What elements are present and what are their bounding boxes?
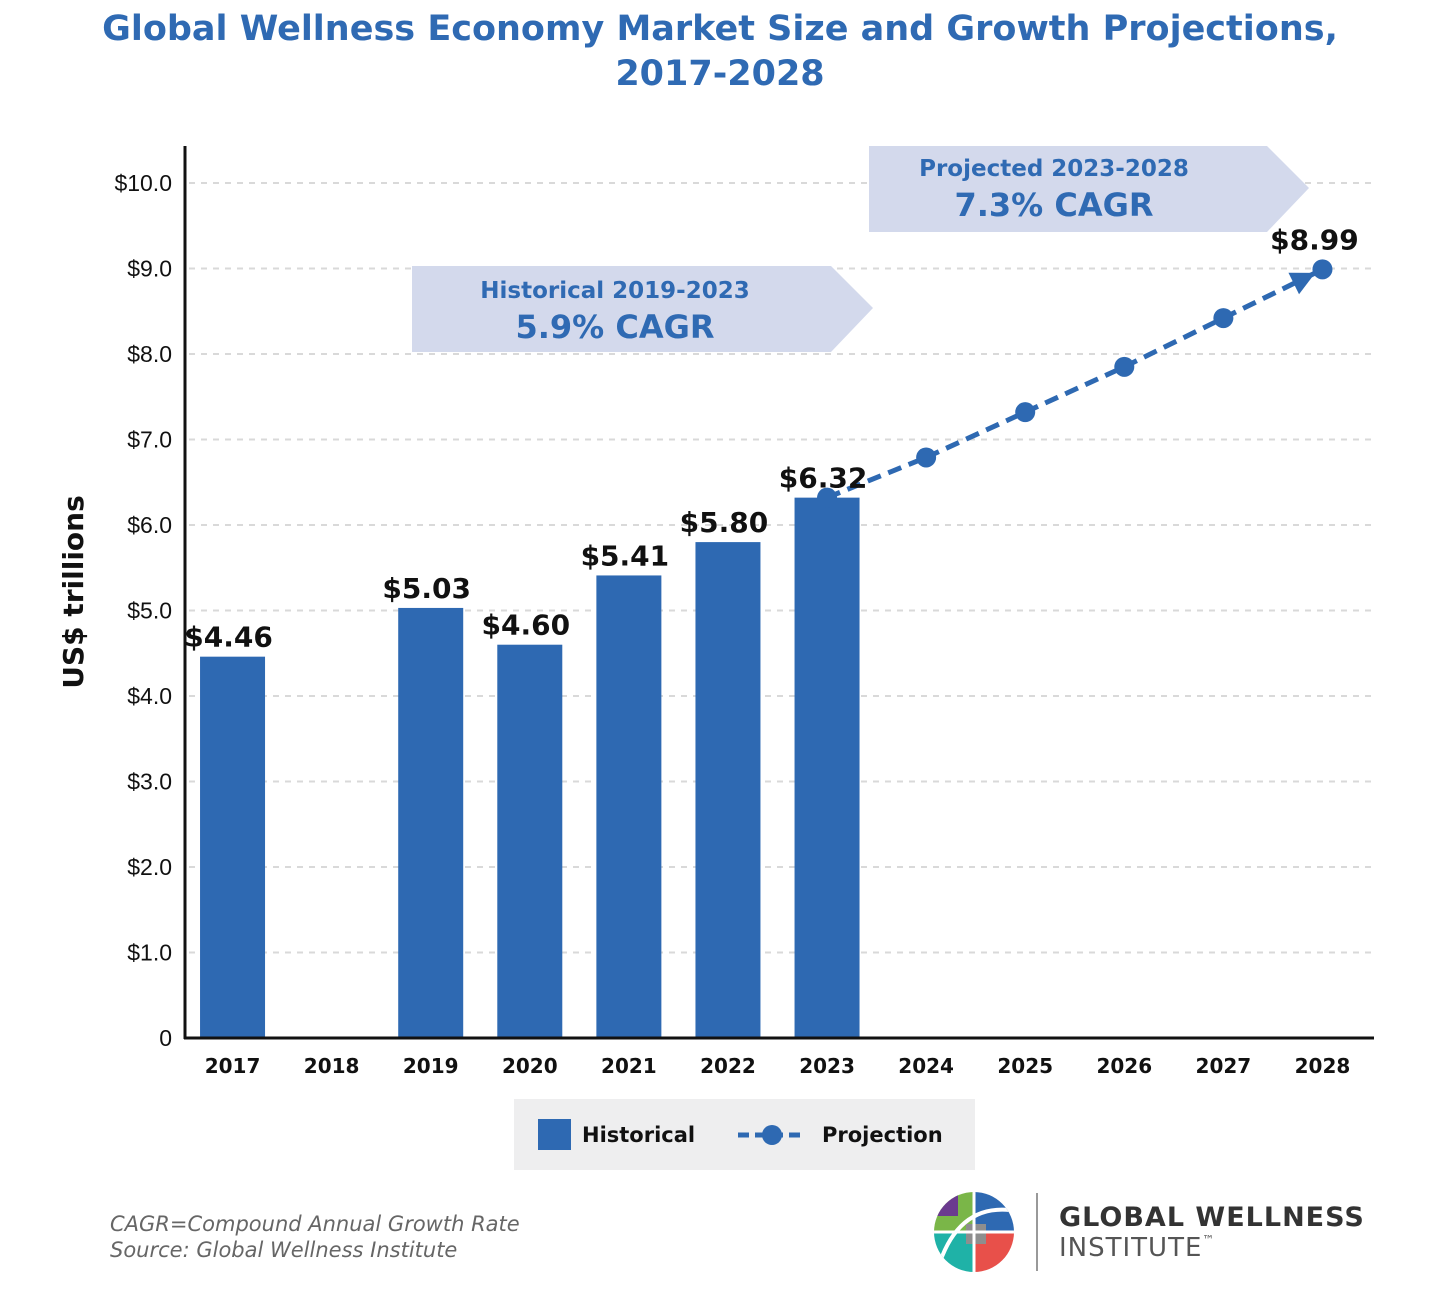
bar (695, 542, 761, 1038)
y-tick-label: $2.0 (127, 854, 172, 880)
y-tick-label: $3.0 (127, 769, 172, 795)
legend-label-projection: Projection (822, 1123, 943, 1147)
y-tick-label: $5.0 (127, 598, 172, 624)
bar (200, 656, 266, 1038)
cagr-rate-historical: 5.9% CAGR (515, 308, 714, 346)
x-ticks: 2017 2018 2019 2020 2021 2022 2023 2024 2025 2026… (205, 1054, 1351, 1078)
projection-point (1015, 402, 1036, 423)
cagr-period-projected: Projected 2023-2028 (919, 156, 1189, 182)
footnote-cagr: CAGR=Compound Annual Growth Rate (110, 1212, 520, 1236)
brand-name-line1: GLOBAL WELLNESS (1059, 1202, 1365, 1233)
legend: Historical Projection (514, 1099, 975, 1170)
data-label: $5.41 (581, 539, 670, 572)
projection-point (1114, 356, 1135, 377)
cagr-annotation-projected: Projected 2023-2028 7.3% CAGR (869, 146, 1309, 232)
y-tick-label: 0 (159, 1025, 172, 1051)
bar (398, 607, 464, 1038)
bar (596, 575, 662, 1038)
y-axis-label: US$ trillions (57, 495, 90, 689)
y-tick-label: $6.0 (127, 512, 172, 538)
x-tick-label: 2028 (1295, 1054, 1351, 1078)
projection-arrowhead (1288, 272, 1316, 295)
cagr-rate-projected: 7.3% CAGR (954, 186, 1153, 224)
global-wellness-institute-logo: GLOBAL WELLNESS INSTITUTE™ (934, 1192, 1365, 1272)
projection-segment (1024, 364, 1126, 415)
legend-swatch-historical (538, 1119, 571, 1150)
data-label: $4.46 (184, 621, 273, 654)
cagr-annotation-historical: Historical 2019-2023 5.9% CAGR (412, 266, 873, 352)
projection-point (1312, 259, 1333, 280)
cagr-arrow-projected (869, 146, 1309, 232)
footnote-source: Source: Global Wellness Institute (110, 1238, 457, 1262)
data-label: $5.80 (680, 506, 769, 539)
y-tick-label: $4.0 (127, 683, 172, 709)
projection-series (817, 259, 1333, 508)
y-tick-label: $8.0 (127, 341, 172, 367)
legend-swatch-projection-marker (762, 1125, 782, 1145)
cagr-arrow-historical (412, 266, 873, 352)
x-tick-label: 2022 (700, 1054, 756, 1078)
historical-bars (200, 497, 860, 1038)
legend-label-historical: Historical (582, 1123, 695, 1147)
cagr-period-historical: Historical 2019-2023 (480, 278, 749, 304)
bar (794, 497, 860, 1038)
brand-name-line2: INSTITUTE™ (1059, 1233, 1215, 1263)
x-tick-label: 2027 (1196, 1054, 1252, 1078)
x-tick-label: 2026 (1096, 1054, 1152, 1078)
x-tick-label: 2017 (205, 1054, 261, 1078)
y-tick-label: $7.0 (127, 427, 172, 453)
projection-point (916, 447, 937, 468)
bar (497, 644, 563, 1038)
data-label: $4.60 (482, 609, 571, 642)
y-tick-label: $10.0 (114, 170, 172, 196)
projection-segment (1123, 315, 1225, 370)
logo-mark-icon (934, 1192, 1014, 1272)
x-tick-label: 2023 (799, 1054, 855, 1078)
x-tick-label: 2018 (304, 1054, 360, 1078)
projection-point (1213, 308, 1234, 329)
projection-segment (925, 409, 1027, 460)
y-ticks: 0 $1.0 $2.0 $3.0 $4.0 $5.0 $6.0 $7.0 $8.0 $9.0 $10… (114, 170, 172, 1051)
projection-segment (826, 455, 928, 500)
brand-name-institute: INSTITUTE (1059, 1233, 1202, 1263)
chart-subtitle: 2017-2028 (615, 54, 824, 94)
x-tick-label: 2019 (403, 1054, 459, 1078)
projection-point (817, 487, 838, 508)
data-label: $5.03 (382, 572, 471, 605)
data-label: $8.99 (1270, 223, 1359, 256)
data-labels: $4.46 $5.03 $4.60 $5.41 $5.80 $6.32 $8.99 (184, 223, 1358, 653)
x-tick-label: 2025 (997, 1054, 1053, 1078)
y-tick-label: $9.0 (127, 256, 172, 282)
chart-title: Global Wellness Economy Market Size and … (102, 9, 1338, 49)
x-tick-label: 2021 (601, 1054, 657, 1078)
x-tick-label: 2024 (898, 1054, 954, 1078)
y-tick-label: $1.0 (127, 940, 172, 966)
data-label: $6.32 (779, 462, 868, 495)
x-tick-label: 2020 (502, 1054, 558, 1078)
brand-trademark: ™ (1202, 1233, 1215, 1247)
